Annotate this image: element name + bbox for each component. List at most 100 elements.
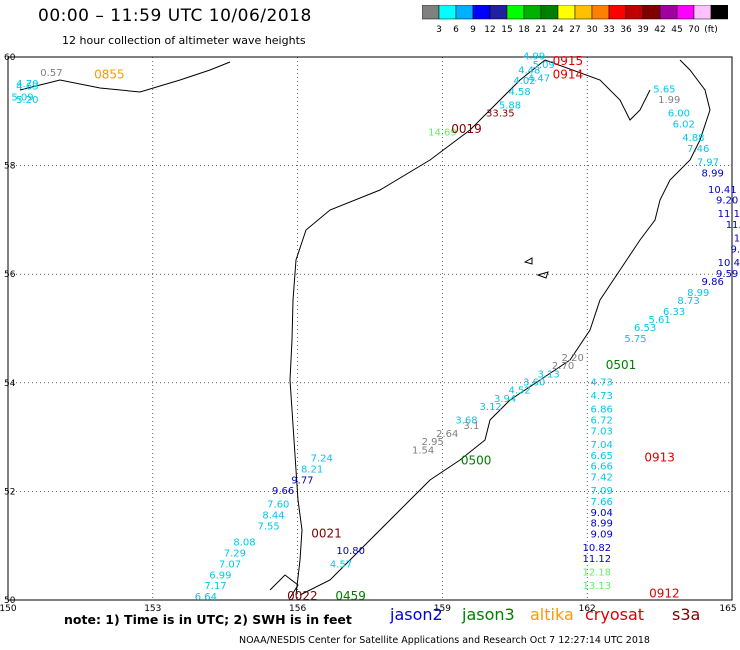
wave-height-value: 12.18 <box>583 568 612 579</box>
wave-height-value: 8.73 <box>677 296 699 307</box>
wave-height-value: 8.99 <box>702 168 724 179</box>
legend-label: 70 <box>688 25 700 35</box>
kamchatka-east-coast <box>299 59 711 596</box>
y-tick-label: 56 <box>4 270 16 280</box>
legend-label: 6 <box>453 25 459 35</box>
map-frame <box>7 56 733 601</box>
wave-height-value: 7.29 <box>224 549 246 560</box>
legend-label: 45 <box>671 25 682 35</box>
y-tick-label: 58 <box>4 162 16 172</box>
wave-height-value: 3.94 <box>494 394 516 405</box>
wave-height-value: 7.97 <box>697 158 719 169</box>
wave-height-value: 6.66 <box>591 462 613 473</box>
pass-time-label: 0913 <box>644 451 675 465</box>
wave-height-value: 33.35 <box>486 109 515 120</box>
legend-label: 3 <box>436 25 442 35</box>
satellite-altika: altika <box>530 605 574 624</box>
wave-height-value: 9.59 <box>716 269 738 280</box>
wave-height-value: 4.88 <box>682 133 704 144</box>
wave-height-value: 2.64 <box>436 429 458 440</box>
wave-height-value: 5.61 <box>648 315 670 326</box>
legend-label: 21 <box>535 25 546 35</box>
y-tick-label: 52 <box>4 487 15 497</box>
wave-height-value: 9.86 <box>702 277 724 288</box>
wave-height-value: 8.08 <box>233 538 255 549</box>
wave-height-value: 4.57 <box>330 559 352 570</box>
satellite-jason3: jason3 <box>462 605 515 624</box>
island-south <box>269 574 299 599</box>
legend-swatch <box>710 5 728 20</box>
x-tick-label: 162 <box>579 604 596 614</box>
wave-height-value: 4.73 <box>591 378 613 389</box>
wave-height-value: 6.72 <box>591 416 613 427</box>
wave-height-value: 1.99 <box>658 95 680 106</box>
wave-height-value: 4.48 <box>518 65 540 76</box>
wave-height-value: 3.13 <box>537 369 559 380</box>
y-tick-label: 60 <box>4 53 16 63</box>
wave-height-value: 7.09 <box>591 486 613 497</box>
wave-height-value: 3.1 <box>463 421 479 432</box>
pass-time-label: 0500 <box>461 453 492 467</box>
wave-height-value: 10.80 <box>336 546 365 557</box>
satellite-s3a: s3a <box>672 605 701 624</box>
wave-height-value: 10.82 <box>583 543 612 554</box>
legend-label: 12 <box>484 25 495 35</box>
wave-height-value: 5.88 <box>499 101 521 112</box>
wave-height-value: 7.60 <box>267 500 289 511</box>
color-legend: 3 6 9 12 15 18 21 24 27 30 33 36 39 42 45 70 (ft) <box>422 5 728 35</box>
wave-height-value: 10.41 <box>708 185 737 196</box>
wave-height-value: 7.55 <box>258 521 280 532</box>
page-title: 00:00 – 11:59 UTC 10/06/2018 <box>38 6 312 26</box>
wave-height-value: 6.86 <box>591 405 613 416</box>
legend-label: 30 <box>586 25 598 35</box>
wave-height-value: 8.21 <box>301 464 323 475</box>
legend-label: 27 <box>569 25 580 35</box>
coastline <box>19 59 711 599</box>
x-tick-label: 165 <box>719 604 736 614</box>
y-tick-label: 54 <box>4 379 16 389</box>
wave-height-value: 9.04 <box>591 508 613 519</box>
wave-height-value: 13.13 <box>583 581 612 592</box>
wave-height-value: 9.78 <box>731 244 740 255</box>
satellite-jason2: jason2 <box>390 605 443 624</box>
legend-label: (ft) <box>704 25 718 35</box>
legend-label: 36 <box>620 25 632 35</box>
wave-height-value: 9.09 <box>591 530 613 541</box>
wave-height-value: 3.12 <box>480 402 502 413</box>
wave-height-value: 9.66 <box>272 486 294 497</box>
wave-height-value: 4.58 <box>508 87 530 98</box>
wave-height-value: 6.02 <box>673 120 695 131</box>
wave-height-value: 5.20 <box>16 95 38 106</box>
pass-time-label: 0501 <box>606 358 637 372</box>
x-tick-label: 150 <box>0 604 17 614</box>
wave-height-value: 11.0 <box>726 220 740 231</box>
wave-height-value: 2.95 <box>422 437 444 448</box>
page-subtitle: 12 hour collection of altimeter wave hei… <box>62 34 306 47</box>
wave-height-value: 5.65 <box>653 84 675 95</box>
kamchatka-west-coast <box>289 59 546 596</box>
wave-height-value: 7.17 <box>204 581 226 592</box>
wave-height-value: 2.20 <box>562 353 584 364</box>
wave-height-value: 4.52 <box>508 386 530 397</box>
pass-time-label: 0912 <box>649 586 680 600</box>
islet-1 <box>523 257 533 265</box>
footnote: note: 1) Time is in UTC; 2) SWH is in fe… <box>64 612 352 627</box>
legend-label: 9 <box>470 25 476 35</box>
wave-height-value: 4.63 <box>16 82 38 93</box>
pass-time-label: 0915 <box>553 54 584 68</box>
legend-label: 15 <box>501 25 512 35</box>
islet-2 <box>536 271 549 279</box>
wave-height-value: 7.03 <box>591 426 613 437</box>
wave-height-value: 3.60 <box>523 378 545 389</box>
wave-height-value: 4.02 <box>513 76 535 87</box>
wave-height-value: 7.66 <box>591 497 613 508</box>
wave-height-value: 7.24 <box>311 454 333 465</box>
axis-tick-labels: 150 153 156 159 162 165 60 58 56 54 52 50 <box>0 53 737 614</box>
y-tick-label: 50 <box>4 596 16 606</box>
x-tick-label: 156 <box>289 604 306 614</box>
wave-height-value: 5.75 <box>624 334 646 345</box>
wave-height-value: 6.64 <box>195 592 217 603</box>
pass-time-label: 0459 <box>335 589 366 603</box>
wave-height-value: 4.99 <box>523 52 545 63</box>
